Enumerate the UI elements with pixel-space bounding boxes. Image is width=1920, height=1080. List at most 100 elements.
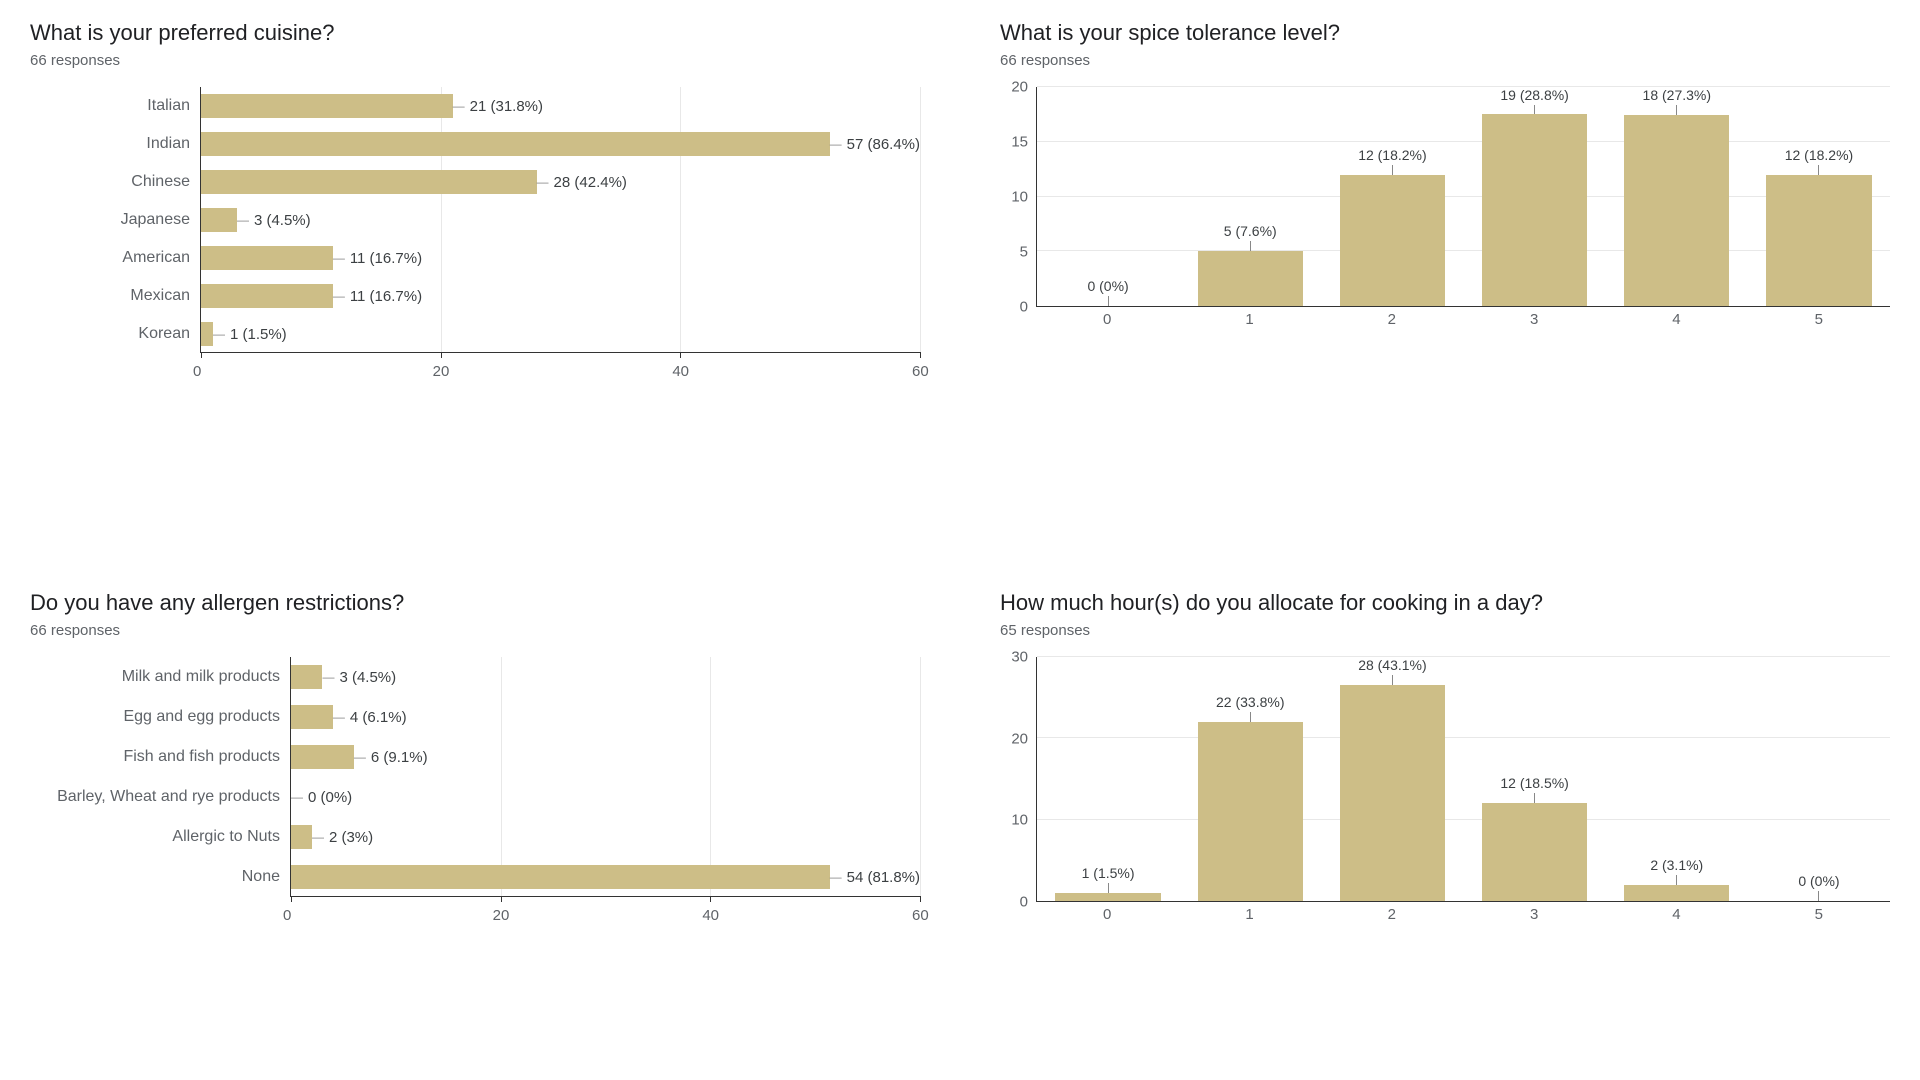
category-label: Fish and fish products	[123, 737, 280, 777]
bar-value-label: 57 (86.4%)	[847, 136, 920, 153]
x-axis-label: 40	[672, 363, 689, 380]
bar	[291, 825, 312, 850]
bar-value-label: 28 (43.1%)	[1358, 657, 1426, 673]
bar-row: —57 (86.4%)	[201, 125, 920, 163]
y-axis-label: 30	[1011, 649, 1028, 666]
x-axis-label: 20	[493, 907, 510, 924]
bar-row: —1 (1.5%)	[201, 315, 920, 353]
x-axis-label: 20	[433, 363, 450, 380]
x-axis-label: 0	[193, 363, 201, 380]
x-axis-label: 3	[1463, 906, 1605, 930]
bar-row: — 28 (42.4%)	[201, 163, 920, 201]
bar-value-label: 0 (0%)	[308, 789, 352, 806]
bar-value-label: 3 (4.5%)	[339, 669, 396, 686]
leader-line	[1392, 165, 1393, 175]
bar-value-label: 22 (33.8%)	[1216, 694, 1284, 710]
hbar-plot: 0204060—3 (4.5%)—4 (6.1%)—6 (9.1%)—0 (0%…	[290, 657, 920, 897]
bar-column: 1 (1.5%)	[1037, 657, 1179, 901]
x-axis-label: 4	[1605, 311, 1747, 335]
bar-value-label: 5 (7.6%)	[1224, 223, 1277, 239]
bar	[1055, 893, 1160, 901]
bar-value-label: 12 (18.2%)	[1358, 147, 1426, 163]
x-axis-labels: 012345	[1036, 906, 1890, 930]
leader-line: —	[830, 870, 842, 884]
category-label: Chinese	[131, 163, 190, 201]
leader-line	[1534, 793, 1535, 803]
axis-tick	[920, 896, 921, 902]
bar	[1198, 251, 1303, 306]
x-axis-labels: 012345	[1036, 311, 1890, 335]
bar-column: 12 (18.2%)	[1748, 87, 1890, 306]
category-label: Japanese	[121, 201, 190, 239]
bar	[1624, 115, 1729, 306]
bar	[201, 170, 537, 194]
y-axis-label: 20	[1011, 730, 1028, 747]
spice-panel: What is your spice tolerance level? 66 r…	[1000, 20, 1890, 490]
leader-line	[1818, 891, 1819, 901]
vbar-plot: 1 (1.5%) 22 (33.8%) 28 (43.1%) 12 (18.5%) 2 …	[1036, 657, 1890, 902]
bar	[201, 132, 830, 156]
allergen-title: Do you have any allergen restrictions?	[30, 590, 920, 616]
leader-line: —	[312, 830, 324, 844]
bar	[201, 94, 453, 118]
bar	[1766, 175, 1871, 306]
cuisine-panel: What is your preferred cuisine? 66 respo…	[30, 20, 920, 490]
bar-value-label: 19 (28.8%)	[1500, 87, 1568, 103]
bar	[201, 208, 237, 232]
bar-column: 12 (18.5%)	[1464, 657, 1606, 901]
x-axis-label: 1	[1178, 311, 1320, 335]
bar	[1340, 175, 1445, 306]
bar-column: 28 (43.1%)	[1321, 657, 1463, 901]
bar	[201, 246, 333, 270]
cuisine-chart: ItalianIndianChineseJapaneseAmericanMexi…	[30, 87, 920, 353]
bar-value-label: 0 (0%)	[1087, 278, 1128, 294]
bar-value-label: 4 (6.1%)	[350, 709, 407, 726]
category-label: Milk and milk products	[122, 657, 280, 697]
bar-value-label: 12 (18.2%)	[1785, 147, 1853, 163]
bar-row: — 54 (81.8%)	[291, 857, 920, 897]
bar-value-label: 54 (81.8%)	[847, 869, 920, 886]
bar-value-label: 11 (16.7%)	[350, 250, 422, 267]
bar-column: 5 (7.6%)	[1179, 87, 1321, 306]
hbar-label-column: ItalianIndianChineseJapaneseAmericanMexi…	[30, 87, 200, 353]
category-label: Indian	[146, 125, 190, 163]
gridline	[920, 657, 921, 896]
bars-container: 0 (0%) 5 (7.6%) 12 (18.2%) 19 (28.8%) 18 (27…	[1037, 87, 1890, 306]
y-axis-label: 10	[1011, 189, 1028, 206]
y-axis-label: 15	[1011, 134, 1028, 151]
x-axis-label: 0	[283, 907, 291, 924]
category-label: Korean	[138, 315, 190, 353]
bar-row: —2 (3%)	[291, 817, 920, 857]
cooking-responses: 65 responses	[1000, 622, 1890, 639]
bar-row: —4 (6.1%)	[291, 697, 920, 737]
axis-tick	[920, 352, 921, 358]
leader-line	[1250, 241, 1251, 251]
bar	[1198, 722, 1303, 901]
allergen-chart: Milk and milk productsEgg and egg produc…	[30, 657, 920, 897]
bar-value-label: 2 (3.1%)	[1650, 857, 1703, 873]
category-label: American	[122, 239, 190, 277]
leader-line	[1108, 296, 1109, 306]
bar-value-label: 12 (18.5%)	[1500, 775, 1568, 791]
bar-value-label: 28 (42.4%)	[554, 174, 627, 191]
x-axis-label: 2	[1321, 311, 1463, 335]
cuisine-title: What is your preferred cuisine?	[30, 20, 920, 46]
x-axis-label: 40	[702, 907, 719, 924]
bar-value-label: 1 (1.5%)	[230, 326, 287, 343]
spice-responses: 66 responses	[1000, 52, 1890, 69]
category-label: Barley, Wheat and rye products	[57, 777, 280, 817]
bar-row: — 3 (4.5%)	[291, 657, 920, 697]
category-label: Italian	[147, 87, 190, 125]
bar-column: 18 (27.3%)	[1606, 87, 1748, 306]
x-axis-label: 60	[912, 363, 929, 380]
cooking-title: How much hour(s) do you allocate for coo…	[1000, 590, 1890, 616]
leader-line	[1108, 883, 1109, 893]
leader-line: —	[322, 670, 334, 684]
category-label: Egg and egg products	[123, 697, 280, 737]
x-axis-label: 2	[1321, 906, 1463, 930]
bar-column: 22 (33.8%)	[1179, 657, 1321, 901]
leader-line	[1676, 105, 1677, 115]
leader-line: —	[291, 790, 303, 804]
leader-line: —	[537, 175, 549, 189]
leader-line: —	[354, 750, 366, 764]
